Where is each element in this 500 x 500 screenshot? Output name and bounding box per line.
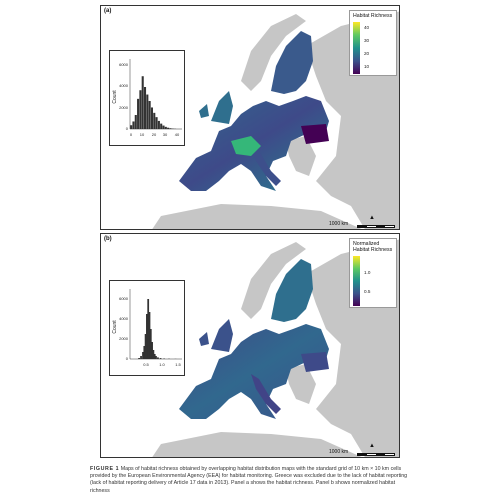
eu-land-italy-a: [251, 146, 281, 186]
legend-colorbar-b: [353, 256, 360, 306]
histogram-bar-b-3: [143, 346, 146, 359]
hist-b-ytick-2: 4000: [119, 316, 129, 321]
hist-b-xtick-1: 1.0: [159, 362, 165, 367]
histogram-bar-b-0: [138, 358, 140, 359]
grey-land-balkans-b: [286, 364, 316, 404]
histogram-bar-b-2: [142, 352, 144, 359]
hist-b-xtick-0: 0.5: [143, 362, 149, 367]
histogram-bar-a-16: [167, 127, 170, 129]
hist-a-xtick-3: 30: [163, 132, 168, 137]
histogram-bar-a-15: [164, 126, 167, 129]
scale-label-b: 1000 km: [329, 449, 349, 455]
hist-a-xtick-1: 10: [140, 132, 145, 137]
histogram-bar-a-0: [130, 125, 133, 129]
legend-colorbar-a: [353, 22, 360, 74]
histogram-bar-a-17: [169, 128, 172, 129]
eu-land-greenish-a: [231, 136, 261, 156]
hist-b-ytick-0: 0: [126, 356, 129, 361]
hist-b-ytick-1: 2000: [119, 336, 129, 341]
scale-bar-a: 1000 km ▲: [329, 215, 397, 229]
histogram-inset-a: Count 0 2000 4000 6000 0 10 20 30 40: [109, 50, 185, 146]
hist-b-xtick-2: 1.5: [175, 362, 181, 367]
scale-segments-b: [357, 453, 395, 456]
hist-a-ytick-1: 2000: [119, 105, 129, 110]
grey-land-norway: [241, 14, 306, 91]
histogram-bar-a-4: [139, 90, 142, 129]
histogram-bar-a-1: [132, 121, 135, 129]
north-arrow-icon: ▲: [369, 215, 375, 221]
scale-label-a: 1000 km: [329, 221, 349, 227]
legend-tick-a-3: 10: [364, 64, 370, 69]
grey-land-norway-b: [241, 242, 306, 319]
histogram-bar-b-14: [159, 358, 162, 359]
eu-land-main-b: [179, 324, 329, 419]
hist-a-xtick-0: 0: [130, 132, 133, 137]
legend-tick-a-0: 40: [364, 25, 370, 30]
histogram-bar-a-11: [155, 117, 158, 129]
eu-land-uk-a: [199, 91, 233, 124]
histogram-bar-a-6: [143, 87, 147, 129]
legend-tick-a-2: 20: [364, 51, 370, 56]
legend-title-b: Normalized Habitat Richness: [353, 241, 393, 253]
histogram-bar-a-8: [148, 101, 151, 129]
north-arrow-icon-b: ▲: [369, 443, 375, 449]
legend-tick-b-0: 1.0: [364, 270, 371, 275]
histogram-bar-a-7: [146, 94, 149, 129]
histogram-bar-b-1: [140, 356, 142, 359]
hist-a-ytick-2: 4000: [119, 83, 129, 88]
scale-segments-a: [357, 225, 395, 228]
histogram-bar-b-12: [155, 356, 157, 359]
map-panel-a: (a) Habitat Richness 40 30 20 10 Count 0…: [100, 5, 400, 230]
eu-land-uk-b: [199, 319, 233, 352]
figure-caption-text: Maps of habitat richness obtained by ove…: [90, 466, 408, 494]
grey-land-africa: [152, 204, 362, 229]
legend-tick-b-1: 0.5: [364, 289, 371, 294]
histogram-bar-a-14: [162, 125, 165, 129]
scale-bar-b: 1000 km ▲: [329, 443, 397, 457]
histogram-bar-a-2: [134, 115, 137, 129]
histogram-bar-a-5: [141, 76, 144, 129]
hist-a-xtick-2: 20: [152, 132, 157, 137]
legend-a: Habitat Richness 40 30 20 10: [349, 10, 397, 76]
eu-land-romania-b: [301, 352, 329, 372]
map-panel-b: (b) Normalized Habitat Richness 1.0 0.5 …: [100, 233, 400, 458]
histogram-bar-a-12: [157, 120, 160, 129]
histogram-bar-b-13: [157, 357, 159, 359]
hist-a-ylabel: Count: [112, 90, 118, 104]
hist-b-ytick-3: 6000: [119, 296, 129, 301]
legend-tick-a-1: 30: [364, 38, 370, 43]
histogram-inset-b: Count 0 2000 4000 6000 0.5 1.0 1.5: [109, 280, 185, 376]
histogram-b: Count 0 2000 4000 6000 0.5 1.0 1.5: [112, 289, 182, 367]
panel-label-b: (b): [104, 236, 112, 242]
histogram-bar-b-10: [152, 350, 155, 359]
eu-land-italy-b: [251, 374, 281, 414]
grey-land-balkans: [286, 136, 316, 176]
hist-a-ytick-0: 0: [126, 126, 129, 131]
eu-land-romania-a: [301, 124, 329, 144]
histogram-bar-b-7: [148, 312, 151, 359]
histogram-a: Count 0 2000 4000 6000 0 10 20 30 40: [112, 59, 182, 137]
figure-label: FIGURE 1: [90, 466, 120, 472]
legend-title-a: Habitat Richness: [353, 13, 393, 19]
histogram-bar-b-4: [144, 334, 147, 359]
histogram-bar-a-3: [137, 98, 140, 129]
histogram-bar-a-10: [153, 112, 156, 129]
histogram-bar-a-9: [150, 107, 153, 129]
histogram-bar-b-6: [147, 299, 150, 359]
figure-caption: FIGURE 1 Maps of habitat richness obtain…: [90, 466, 412, 495]
eu-land-scandinavia-a: [271, 31, 313, 94]
histogram-bar-a-13: [160, 123, 163, 129]
histogram-bar-b-8: [149, 329, 152, 359]
grey-land-africa-b: [152, 432, 362, 457]
histogram-bar-b-11: [153, 354, 156, 359]
eu-land-scandinavia-b: [271, 259, 313, 322]
histogram-bar-b-5: [146, 314, 148, 359]
hist-b-ylabel: Count: [112, 320, 118, 334]
legend-b: Normalized Habitat Richness 1.0 0.5: [349, 238, 397, 308]
hist-a-xtick-4: 40: [175, 132, 180, 137]
histogram-bar-b-9: [151, 342, 153, 359]
hist-a-ytick-3: 6000: [119, 62, 129, 67]
panel-label-a: (a): [104, 8, 112, 14]
